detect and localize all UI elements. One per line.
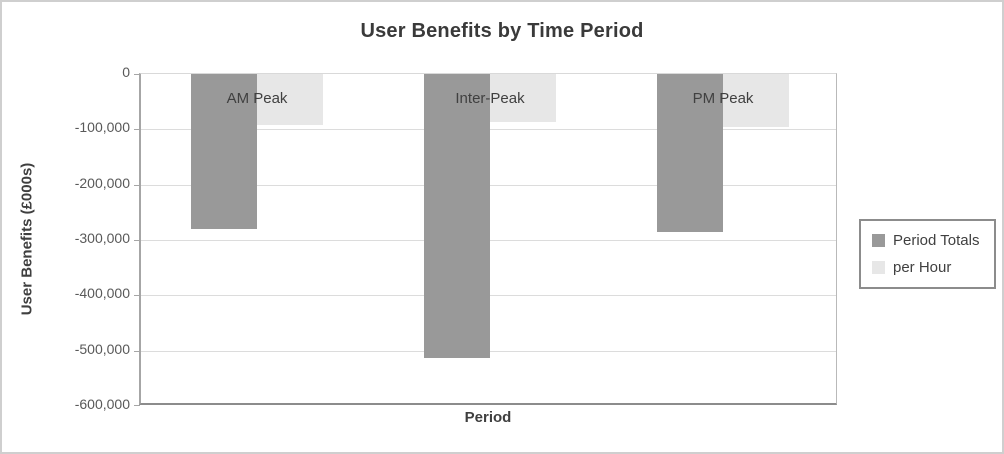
bar-period-totals-am-peak: [191, 74, 257, 229]
y-axis-tick: [134, 295, 140, 296]
legend: Period Totals per Hour: [859, 219, 996, 289]
legend-item-per-hour: per Hour: [872, 259, 986, 276]
y-tick-label: -400,000: [74, 285, 130, 302]
category-label-pm-peak: PM Peak: [692, 90, 754, 107]
y-axis-tick: [134, 240, 140, 241]
y-axis-tick: [134, 129, 140, 130]
legend-label: Period Totals: [893, 232, 980, 249]
y-tick-label: -300,000: [74, 230, 130, 246]
y-axis-tick: [134, 351, 140, 352]
y-axis-tick: [134, 185, 140, 186]
bar-per-hour-inter-peak: [490, 74, 556, 122]
y-tick-label: 0: [122, 64, 130, 80]
legend-swatch-icon: [872, 234, 885, 247]
y-tick-label: -100,000: [74, 119, 130, 136]
bar-period-totals-inter-peak: [424, 74, 490, 358]
legend-label: per Hour: [893, 259, 952, 276]
y-tick-label: -200,000: [74, 174, 130, 191]
bar-period-totals-pm-peak: [657, 74, 723, 232]
y-axis-tick: [134, 405, 140, 406]
x-axis-title: Period: [464, 409, 512, 426]
legend-item-period-totals: Period Totals: [872, 232, 986, 249]
legend-swatch-icon: [872, 261, 885, 274]
bar-per-hour-am-peak: [257, 74, 323, 125]
plot-area: AM Peak Inter-Peak PM Peak: [134, 73, 837, 406]
bar-per-hour-pm-peak: [723, 74, 789, 127]
chart-title: User Benefits by Time Period: [360, 20, 644, 42]
category-label-am-peak: AM Peak: [226, 90, 288, 107]
y-tick-label: -500,000: [74, 340, 130, 357]
y-axis-tick: [134, 74, 140, 75]
y-tick-label: -600,000: [74, 396, 130, 412]
category-label-inter-peak: Inter-Peak: [455, 90, 525, 107]
